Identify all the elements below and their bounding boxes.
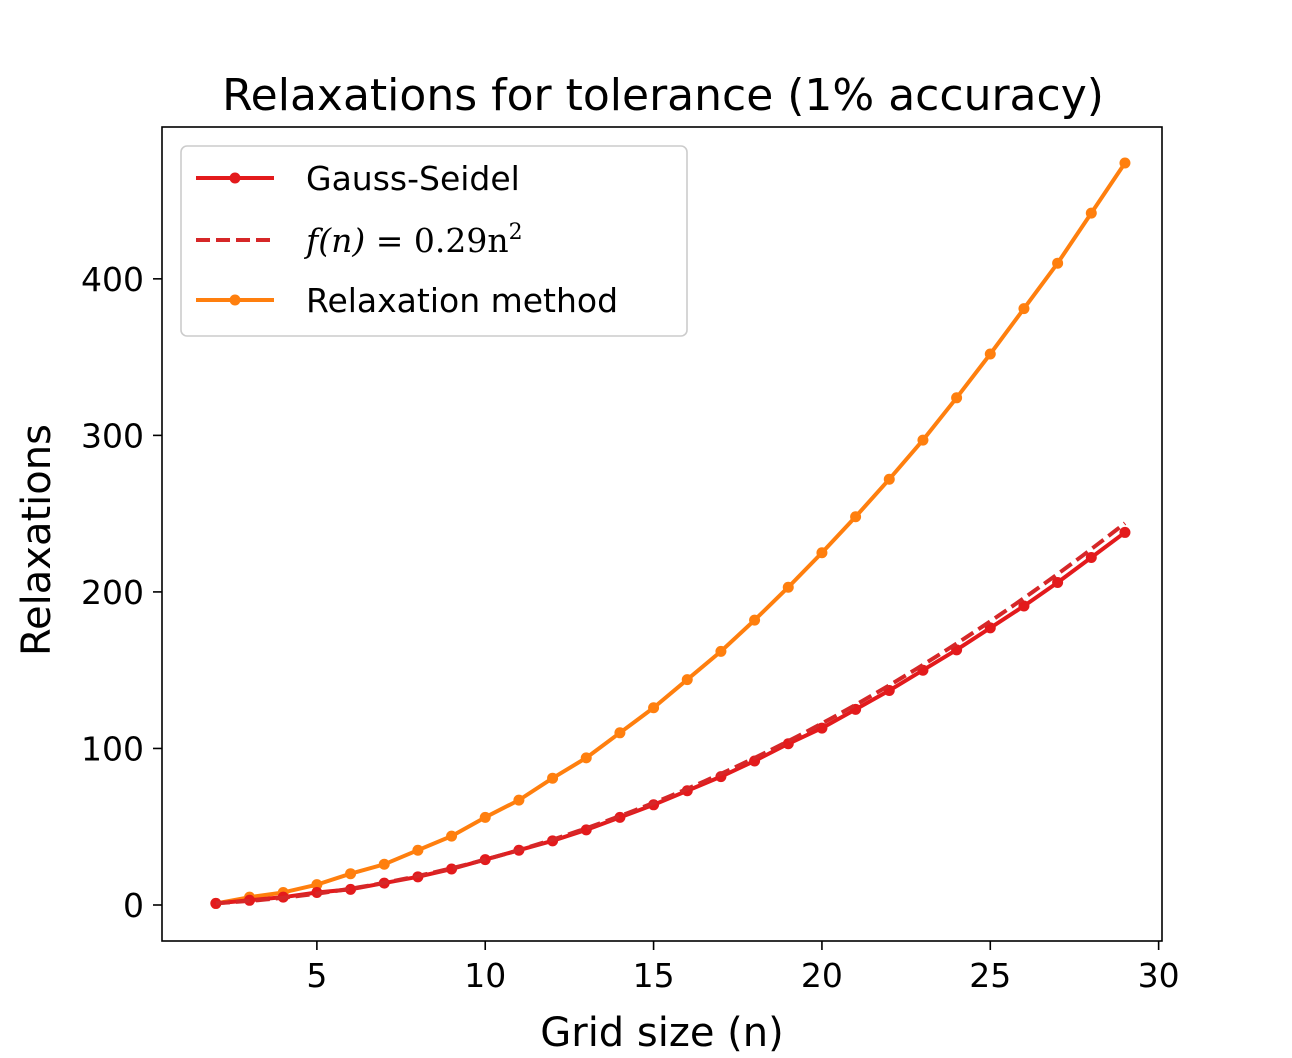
x-axis: 5 10 15 20 25 30 (306, 941, 1180, 995)
chart-title: Relaxations for tolerance (1% accuracy) (222, 70, 1104, 121)
y-tick-label: 400 (81, 260, 144, 299)
legend-marker-gauss-seidel (229, 172, 241, 184)
data-point-gauss-seidel (345, 883, 357, 895)
y-tick-label: 0 (123, 886, 144, 925)
plot-frame (161, 126, 1163, 942)
data-point-relaxation-method (513, 794, 525, 806)
data-point-relaxation-method (917, 434, 929, 446)
y-axis-title: Relaxations (14, 424, 60, 656)
y-tick-label: 300 (81, 416, 144, 455)
data-point-relaxation-method (715, 645, 727, 657)
x-tick-label: 15 (633, 956, 675, 995)
data-point-relaxation-method (580, 752, 592, 764)
legend-label-fit: f(n) = 0.29n2 (303, 220, 523, 260)
data-point-gauss-seidel (1119, 526, 1131, 538)
data-point-relaxation-method (648, 702, 660, 714)
series-layer (210, 157, 1131, 909)
y-tick-label: 200 (81, 573, 144, 612)
data-point-relaxation-method (614, 727, 626, 739)
data-point-gauss-seidel (816, 722, 828, 734)
series-line-fit (215, 521, 1127, 906)
data-point-relaxation-method (1119, 157, 1131, 169)
data-point-relaxation-method (446, 830, 458, 842)
data-point-relaxation-method (782, 581, 794, 593)
data-point-gauss-seidel (614, 811, 626, 823)
data-point-relaxation-method (547, 772, 559, 784)
series-fit (215, 521, 1127, 906)
data-point-relaxation-method (378, 858, 390, 870)
legend: Gauss-Seidel f(n) = 0.29n2 Relaxation me… (180, 145, 688, 337)
data-point-gauss-seidel (1018, 600, 1030, 612)
data-point-relaxation-method (681, 674, 693, 686)
x-axis-title: Grid size (n) (540, 1010, 784, 1056)
data-point-gauss-seidel (210, 897, 222, 909)
x-tick-label: 30 (1138, 956, 1180, 995)
x-tick-label: 5 (306, 956, 327, 995)
legend-label-relaxation: Relaxation method (306, 281, 618, 320)
data-point-relaxation-method (345, 868, 357, 880)
data-point-relaxation-method (1085, 207, 1097, 219)
x-tick-label: 10 (464, 956, 506, 995)
legend-label-gauss-seidel: Gauss-Seidel (306, 159, 520, 198)
x-tick-label: 25 (969, 956, 1011, 995)
data-point-relaxation-method (883, 473, 895, 485)
data-point-relaxation-method (749, 614, 761, 626)
data-point-relaxation-method (1018, 303, 1030, 315)
data-point-relaxation-method (850, 511, 862, 523)
legend-marker-relaxation (229, 294, 241, 306)
y-axis: 0 100 200 300 400 (81, 260, 162, 925)
data-point-relaxation-method (951, 392, 963, 404)
x-tick-label: 20 (801, 956, 843, 995)
data-point-relaxation-method (412, 844, 424, 856)
series-line-relaxation-method (213, 161, 1127, 906)
data-point-gauss-seidel (1052, 577, 1064, 589)
data-point-relaxation-method (1052, 257, 1064, 269)
data-point-relaxation-method (311, 879, 323, 891)
data-point-relaxation-method (984, 348, 996, 360)
data-point-gauss-seidel (1085, 551, 1097, 563)
data-point-relaxation-method (479, 811, 491, 823)
y-tick-label: 100 (81, 729, 144, 768)
data-point-relaxation-method (816, 547, 828, 559)
legend-box (180, 145, 688, 337)
